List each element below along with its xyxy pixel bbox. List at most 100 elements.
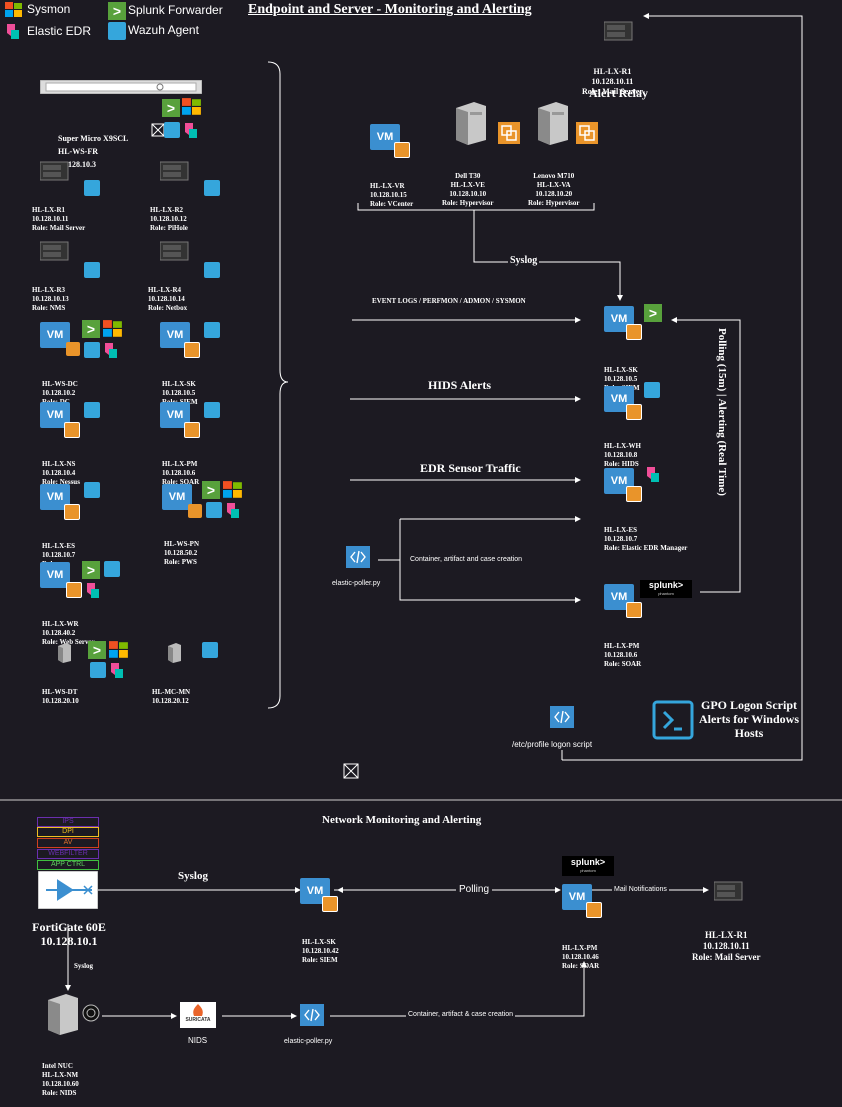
- linux-tux-icon: [626, 602, 642, 618]
- suricata-text: SURICATA: [185, 1017, 211, 1023]
- legend-elastic-label: Elastic EDR: [27, 24, 92, 38]
- linux-tux-icon: [322, 896, 338, 912]
- wazuh-agent-icon: [202, 642, 218, 658]
- vm-icon: VM: [40, 322, 70, 348]
- server-rack-icon: [40, 161, 69, 181]
- edr-traffic-label: EDR Sensor Traffic: [420, 461, 521, 475]
- fortigate-label: FortiGate 60E 10.128.10.1: [26, 920, 112, 948]
- linux-tux-icon: [66, 582, 82, 598]
- wazuh-agent-icon: [204, 322, 220, 338]
- elastic-poller-net-label: elastic-poller.py: [284, 1038, 333, 1045]
- host-r4-label: HL-LX-R4 10.128.10.14 Role: Netbox: [148, 286, 188, 312]
- legend-splunk-label: Splunk Forwarder: [128, 3, 223, 17]
- fortigate-name: FortiGate 60E: [32, 920, 106, 934]
- wazuh-agent-icon: [90, 662, 106, 678]
- network-section-title: Network Monitoring and Alerting: [322, 814, 482, 826]
- super-micro-server-icon: [40, 80, 202, 94]
- linux-tux-icon: [626, 486, 642, 502]
- splunk-logo-text: splunk>: [570, 857, 606, 867]
- vmware-esxi-icon: [576, 122, 598, 144]
- profile-script-label: /etc/profile logon script: [512, 740, 593, 749]
- vmware-esxi-icon: [498, 122, 520, 144]
- endpoint-group-brace: [267, 61, 289, 709]
- host-va-label: Lenovo M710 HL-LX-VA 10.128.10.20 Role: Hyp…: [528, 172, 580, 207]
- host-r2-label: HL-LX-R2 10.128.10.12 Role: PiHole: [150, 206, 188, 232]
- fortigate-feature-dpi: DPI: [37, 827, 99, 837]
- fortigate-feature-webfilter: WEBFILTER: [37, 849, 99, 859]
- splunk-phantom-logo: splunk> phantom: [562, 856, 614, 876]
- alert-relay-label: Alert Relay: [589, 86, 648, 100]
- phantom-logo-text: phantom: [658, 591, 674, 596]
- splunk-forwarder-icon: >: [82, 561, 100, 579]
- syslog-net-label: Syslog: [178, 870, 208, 882]
- polling-vertical-label: Polling (15m) | Alerting (Real Time): [716, 322, 728, 502]
- nids-label: NIDS: [188, 1036, 208, 1045]
- suricata-logo: SURICATA: [180, 1002, 216, 1028]
- wazuh-agent-icon: [206, 502, 222, 518]
- host-r1-label: HL-LX-R1 10.128.10.11 Role: Mail Server: [32, 206, 86, 232]
- linux-tux-icon: [184, 342, 200, 358]
- container-net-label: Container, artifact & case creation: [406, 1011, 516, 1018]
- linux-tux-icon: [626, 404, 642, 420]
- splunk-forwarder-icon: >: [108, 2, 126, 20]
- splunk-forwarder-icon: >: [82, 320, 100, 338]
- top-mail-server-label: HL-LX-R1 10.128.10.11 Role: Mail Server: [582, 67, 643, 96]
- vm-icon: VM: [162, 484, 192, 510]
- mail-server-rack-icon: [714, 881, 743, 901]
- wazuh-agent-icon: [108, 22, 126, 40]
- super-micro-label: Super Micro X9SCL HL-WS-FR 10.128.10.3: [58, 134, 129, 169]
- linux-tux-icon: [394, 142, 410, 158]
- splunk-forwarder-icon: >: [88, 641, 106, 659]
- script-icon: [550, 706, 574, 728]
- windows-flag-icon: [5, 2, 22, 17]
- placeholder-box-2: [343, 763, 359, 779]
- host-mn-label: HL-MC-MN 10.128.20.12: [152, 688, 191, 705]
- suricata-flame-icon: [193, 1004, 203, 1016]
- wazuh-agent-icon: [84, 262, 100, 278]
- windows-os-icon: [188, 504, 202, 518]
- mail-notifications-label: Mail Notifications: [612, 886, 669, 893]
- host-vr-label: HL-LX-VR 10.128.10.15 Role: VCenter: [370, 182, 414, 208]
- python-script-icon: [300, 1004, 324, 1026]
- python-script-icon: [346, 546, 370, 568]
- windows-flag-icon: [182, 98, 201, 115]
- nuc-tower-icon: [48, 994, 78, 1035]
- linux-tux-icon: [626, 324, 642, 340]
- wazuh-agent-icon: [204, 180, 220, 196]
- hids-right-label: HL-LX-WH 10.128.10.8 Role: HIDS: [604, 442, 641, 468]
- host-r3-label: HL-LX-R3 10.128.10.13 Role: NMS: [32, 286, 69, 312]
- splunk-phantom-logo: splunk> phantom: [640, 580, 692, 598]
- wazuh-agent-icon: [204, 262, 220, 278]
- elastic-edr-icon: [111, 663, 123, 678]
- elastic-edr-icon: [7, 24, 19, 39]
- syslog-top-label: Syslog: [508, 255, 540, 266]
- elastic-edr-icon: [647, 467, 659, 482]
- net-soar-label: HL-LX-PM 10.128.10.46 Role: SOAR: [562, 944, 600, 970]
- windows-flag-icon: [103, 320, 122, 337]
- page-title: Endpoint and Server - Monitoring and Ale…: [248, 2, 532, 17]
- hypervisor-group-bracket: [357, 203, 595, 211]
- splunk-forwarder-icon: >: [202, 481, 220, 499]
- tower-server-icon: [456, 102, 486, 145]
- linux-tux-icon: [184, 422, 200, 438]
- gpo-script-label: GPO Logon Script Alerts for Windows Host…: [698, 698, 799, 740]
- vm-icon: VM: [40, 562, 70, 588]
- server-rack-icon: [160, 241, 189, 261]
- splunk-forwarder-icon: >: [644, 304, 662, 322]
- host-ns-label: HL-LX-NS 10.128.10.4 Role: Nessus: [42, 460, 80, 486]
- elastic-poller-label: elastic-poller.py: [332, 580, 381, 587]
- phantom-logo-text: phantom: [580, 868, 596, 873]
- elastic-edr-icon: [105, 343, 117, 358]
- net-mail-server-label: HL-LX-R1 10.128.10.11 Role: Mail Server: [692, 930, 761, 962]
- host-dt-label: HL-WS-DT 10.128.20.10: [42, 688, 79, 705]
- host-wr-label: HL-LX-WR 10.128.40.2 Role: Web Server: [42, 620, 95, 646]
- linux-tux-icon: [64, 504, 80, 520]
- nuc-label: Intel NUC HL-LX-NM 10.128.10.60 Role: NIDS: [42, 1062, 79, 1097]
- server-rack-icon: [160, 161, 189, 181]
- elastic-edr-icon: [87, 583, 99, 598]
- windows-flag-icon: [223, 481, 242, 498]
- wazuh-agent-icon: [84, 180, 100, 196]
- wazuh-agent-icon: [84, 482, 100, 498]
- wazuh-agent-icon: [84, 402, 100, 418]
- fortigate-feature-ips: IPS: [37, 817, 99, 827]
